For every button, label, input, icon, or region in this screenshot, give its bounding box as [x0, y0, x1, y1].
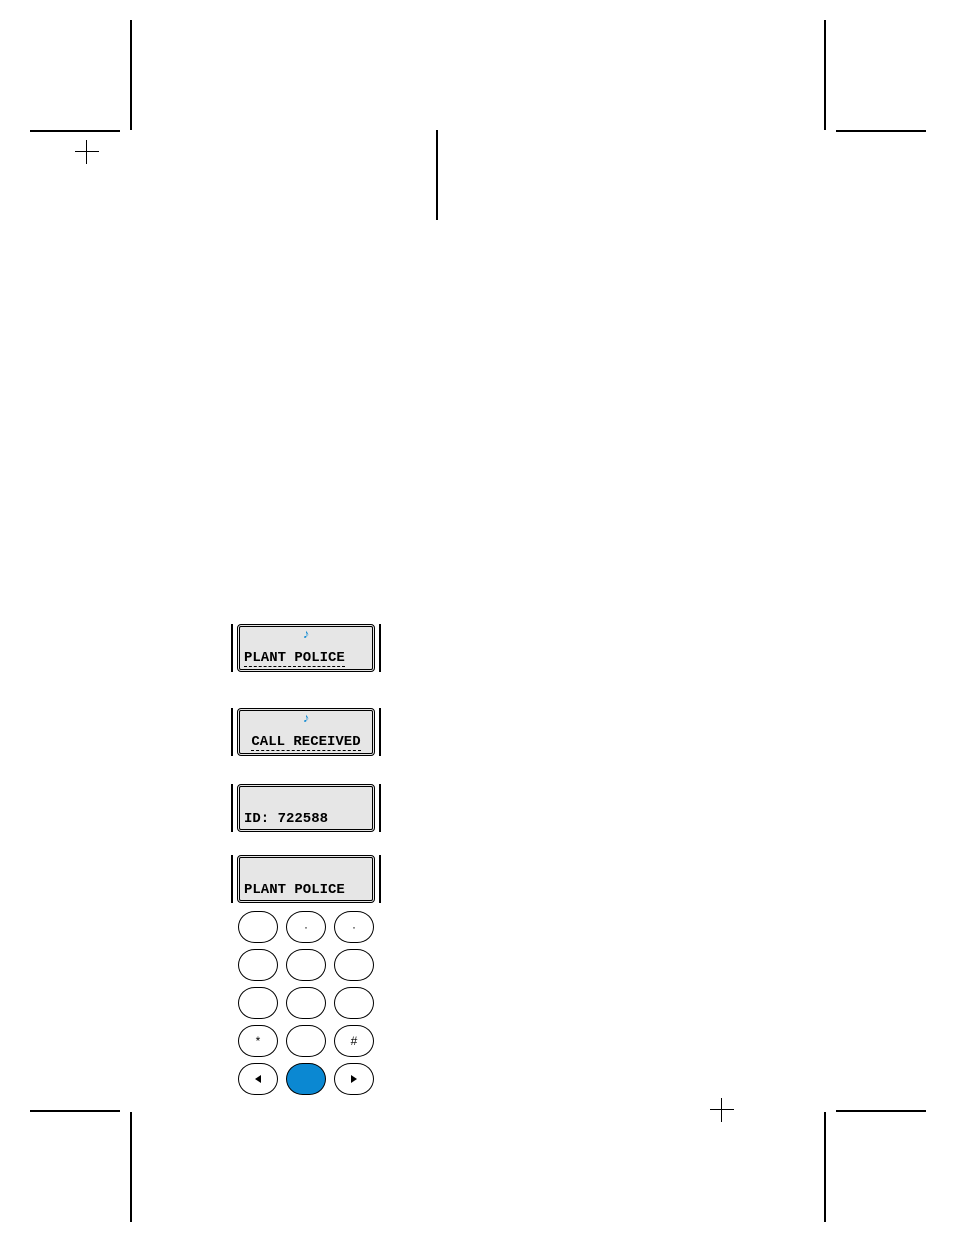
lcd-text: PLANT POLICE: [244, 883, 345, 898]
arrow-right-icon: [349, 1074, 359, 1084]
key-8[interactable]: [286, 987, 326, 1019]
device-rail: [379, 784, 381, 832]
key-star[interactable]: *: [238, 1025, 278, 1057]
key-6[interactable]: [334, 949, 374, 981]
device-rail: [379, 624, 381, 672]
key-9[interactable]: [334, 987, 374, 1019]
keypad: · · * #: [231, 911, 381, 1095]
lcd-screen: PLANT POLICE: [237, 855, 375, 903]
key-select[interactable]: [286, 1063, 326, 1095]
lcd-screen: ♪ PLANT POLICE: [237, 624, 375, 672]
radio-display-1: ♪ PLANT POLICE: [231, 624, 381, 672]
key-3[interactable]: ·: [334, 911, 374, 943]
key-4[interactable]: [238, 949, 278, 981]
crop-mark: [836, 130, 926, 132]
lcd-text: PLANT POLICE: [244, 651, 345, 667]
radio-display-3: ID: 722588: [231, 784, 381, 832]
crop-mark: [824, 20, 826, 130]
crop-mark: [30, 1110, 120, 1112]
radio-display-4: PLANT POLICE · · * #: [231, 855, 381, 1095]
key-label: #: [351, 1034, 358, 1048]
note-icon: ♪: [302, 712, 310, 725]
key-hash[interactable]: #: [334, 1025, 374, 1057]
registration-cross: [75, 140, 99, 164]
device-rail: [231, 708, 233, 756]
key-right[interactable]: [334, 1063, 374, 1095]
lcd-screen: ID: 722588: [237, 784, 375, 832]
key-5[interactable]: [286, 949, 326, 981]
arrow-left-icon: [253, 1074, 263, 1084]
device-rail: [231, 855, 233, 903]
lcd-text: ID: 722588: [244, 812, 328, 827]
key-1[interactable]: [238, 911, 278, 943]
key-0[interactable]: [286, 1025, 326, 1057]
device-rail: [231, 784, 233, 832]
crop-mark: [130, 20, 132, 130]
key-label: ·: [304, 920, 308, 934]
crop-mark: [130, 1112, 132, 1222]
device-rail: [379, 855, 381, 903]
crop-mark: [836, 1110, 926, 1112]
radio-display-2: ♪ CALL RECEIVED: [231, 708, 381, 756]
crop-mark: [436, 130, 438, 220]
lcd-screen: ♪ CALL RECEIVED: [237, 708, 375, 756]
key-7[interactable]: [238, 987, 278, 1019]
crop-mark: [824, 1112, 826, 1222]
device-rail: [379, 708, 381, 756]
registration-cross: [710, 1098, 734, 1122]
key-label: *: [256, 1034, 261, 1048]
crop-mark: [30, 130, 120, 132]
note-icon: ♪: [302, 628, 310, 641]
device-rail: [231, 624, 233, 672]
key-label: ·: [352, 920, 356, 934]
key-2[interactable]: ·: [286, 911, 326, 943]
key-left[interactable]: [238, 1063, 278, 1095]
lcd-text: CALL RECEIVED: [251, 735, 360, 751]
